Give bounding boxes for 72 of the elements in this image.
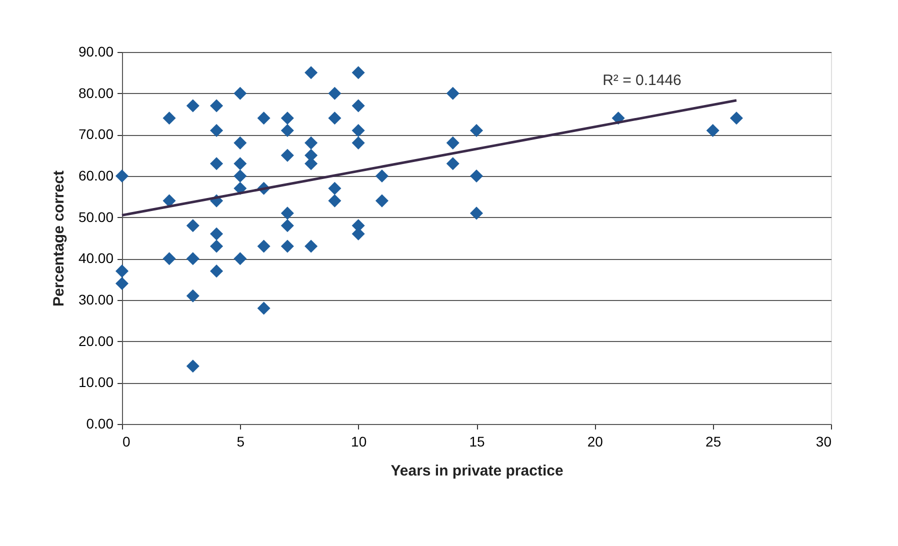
y-tick-label: 20.00 bbox=[78, 332, 114, 349]
point bbox=[352, 124, 365, 138]
y-axis-title: Percentage correct bbox=[50, 170, 68, 306]
point bbox=[234, 157, 247, 170]
y-tick-label: 40.00 bbox=[78, 250, 114, 266]
point bbox=[280, 124, 294, 138]
point bbox=[328, 182, 342, 195]
point bbox=[210, 99, 224, 112]
point bbox=[186, 219, 200, 232]
point bbox=[210, 264, 224, 278]
point bbox=[328, 86, 342, 100]
point bbox=[210, 124, 224, 138]
point bbox=[352, 136, 365, 150]
point bbox=[257, 112, 270, 125]
y-tick-label: 80.00 bbox=[78, 84, 114, 101]
x-tick-label: 0 bbox=[122, 434, 130, 450]
point bbox=[257, 240, 270, 253]
point bbox=[352, 66, 365, 80]
point bbox=[446, 157, 460, 170]
point bbox=[304, 240, 318, 253]
point bbox=[257, 302, 270, 315]
point bbox=[375, 169, 388, 183]
point bbox=[470, 169, 484, 183]
point bbox=[115, 169, 129, 183]
point bbox=[115, 264, 129, 278]
y-tick-label: 10.00 bbox=[78, 374, 114, 390]
point bbox=[162, 194, 176, 208]
point bbox=[280, 148, 294, 162]
x-tick-label: 15 bbox=[469, 434, 485, 450]
point bbox=[304, 136, 318, 150]
point bbox=[375, 194, 388, 208]
point bbox=[162, 252, 176, 266]
point bbox=[186, 289, 200, 302]
point bbox=[210, 227, 224, 240]
y-tick-label: 50.00 bbox=[78, 208, 114, 225]
point bbox=[706, 124, 720, 138]
point bbox=[234, 136, 247, 150]
point bbox=[352, 99, 365, 112]
point bbox=[470, 206, 484, 220]
point bbox=[234, 252, 247, 266]
x-tick-label: 20 bbox=[587, 434, 604, 450]
point bbox=[186, 252, 200, 266]
x-axis-title: Years in private practice bbox=[390, 462, 564, 480]
point bbox=[328, 112, 342, 125]
point bbox=[280, 219, 294, 232]
y-tick-label: 0.00 bbox=[86, 416, 114, 432]
point bbox=[730, 112, 743, 125]
point bbox=[234, 169, 247, 183]
x-tick-label: 5 bbox=[236, 434, 245, 450]
y-tick-label: 60.00 bbox=[78, 168, 114, 184]
point bbox=[328, 194, 342, 208]
y-tick-label: 30.00 bbox=[78, 292, 114, 308]
point bbox=[186, 99, 200, 112]
point bbox=[186, 360, 200, 373]
x-tick-label: 30 bbox=[816, 434, 832, 450]
point bbox=[280, 240, 294, 253]
point bbox=[115, 276, 129, 290]
point bbox=[162, 112, 176, 125]
point bbox=[280, 112, 294, 125]
x-tick-label: 10 bbox=[351, 434, 367, 450]
point bbox=[304, 66, 318, 80]
annotation: R² = 0.1446 bbox=[602, 72, 682, 89]
point bbox=[446, 136, 460, 150]
point bbox=[280, 206, 294, 220]
x-tick-label: 25 bbox=[706, 434, 722, 450]
y-tick-label: 90.00 bbox=[78, 44, 114, 60]
y-tick-label: 70.00 bbox=[78, 126, 114, 142]
point bbox=[470, 124, 484, 138]
point bbox=[210, 240, 224, 253]
point bbox=[446, 86, 460, 100]
point bbox=[210, 157, 224, 170]
point bbox=[234, 86, 247, 100]
